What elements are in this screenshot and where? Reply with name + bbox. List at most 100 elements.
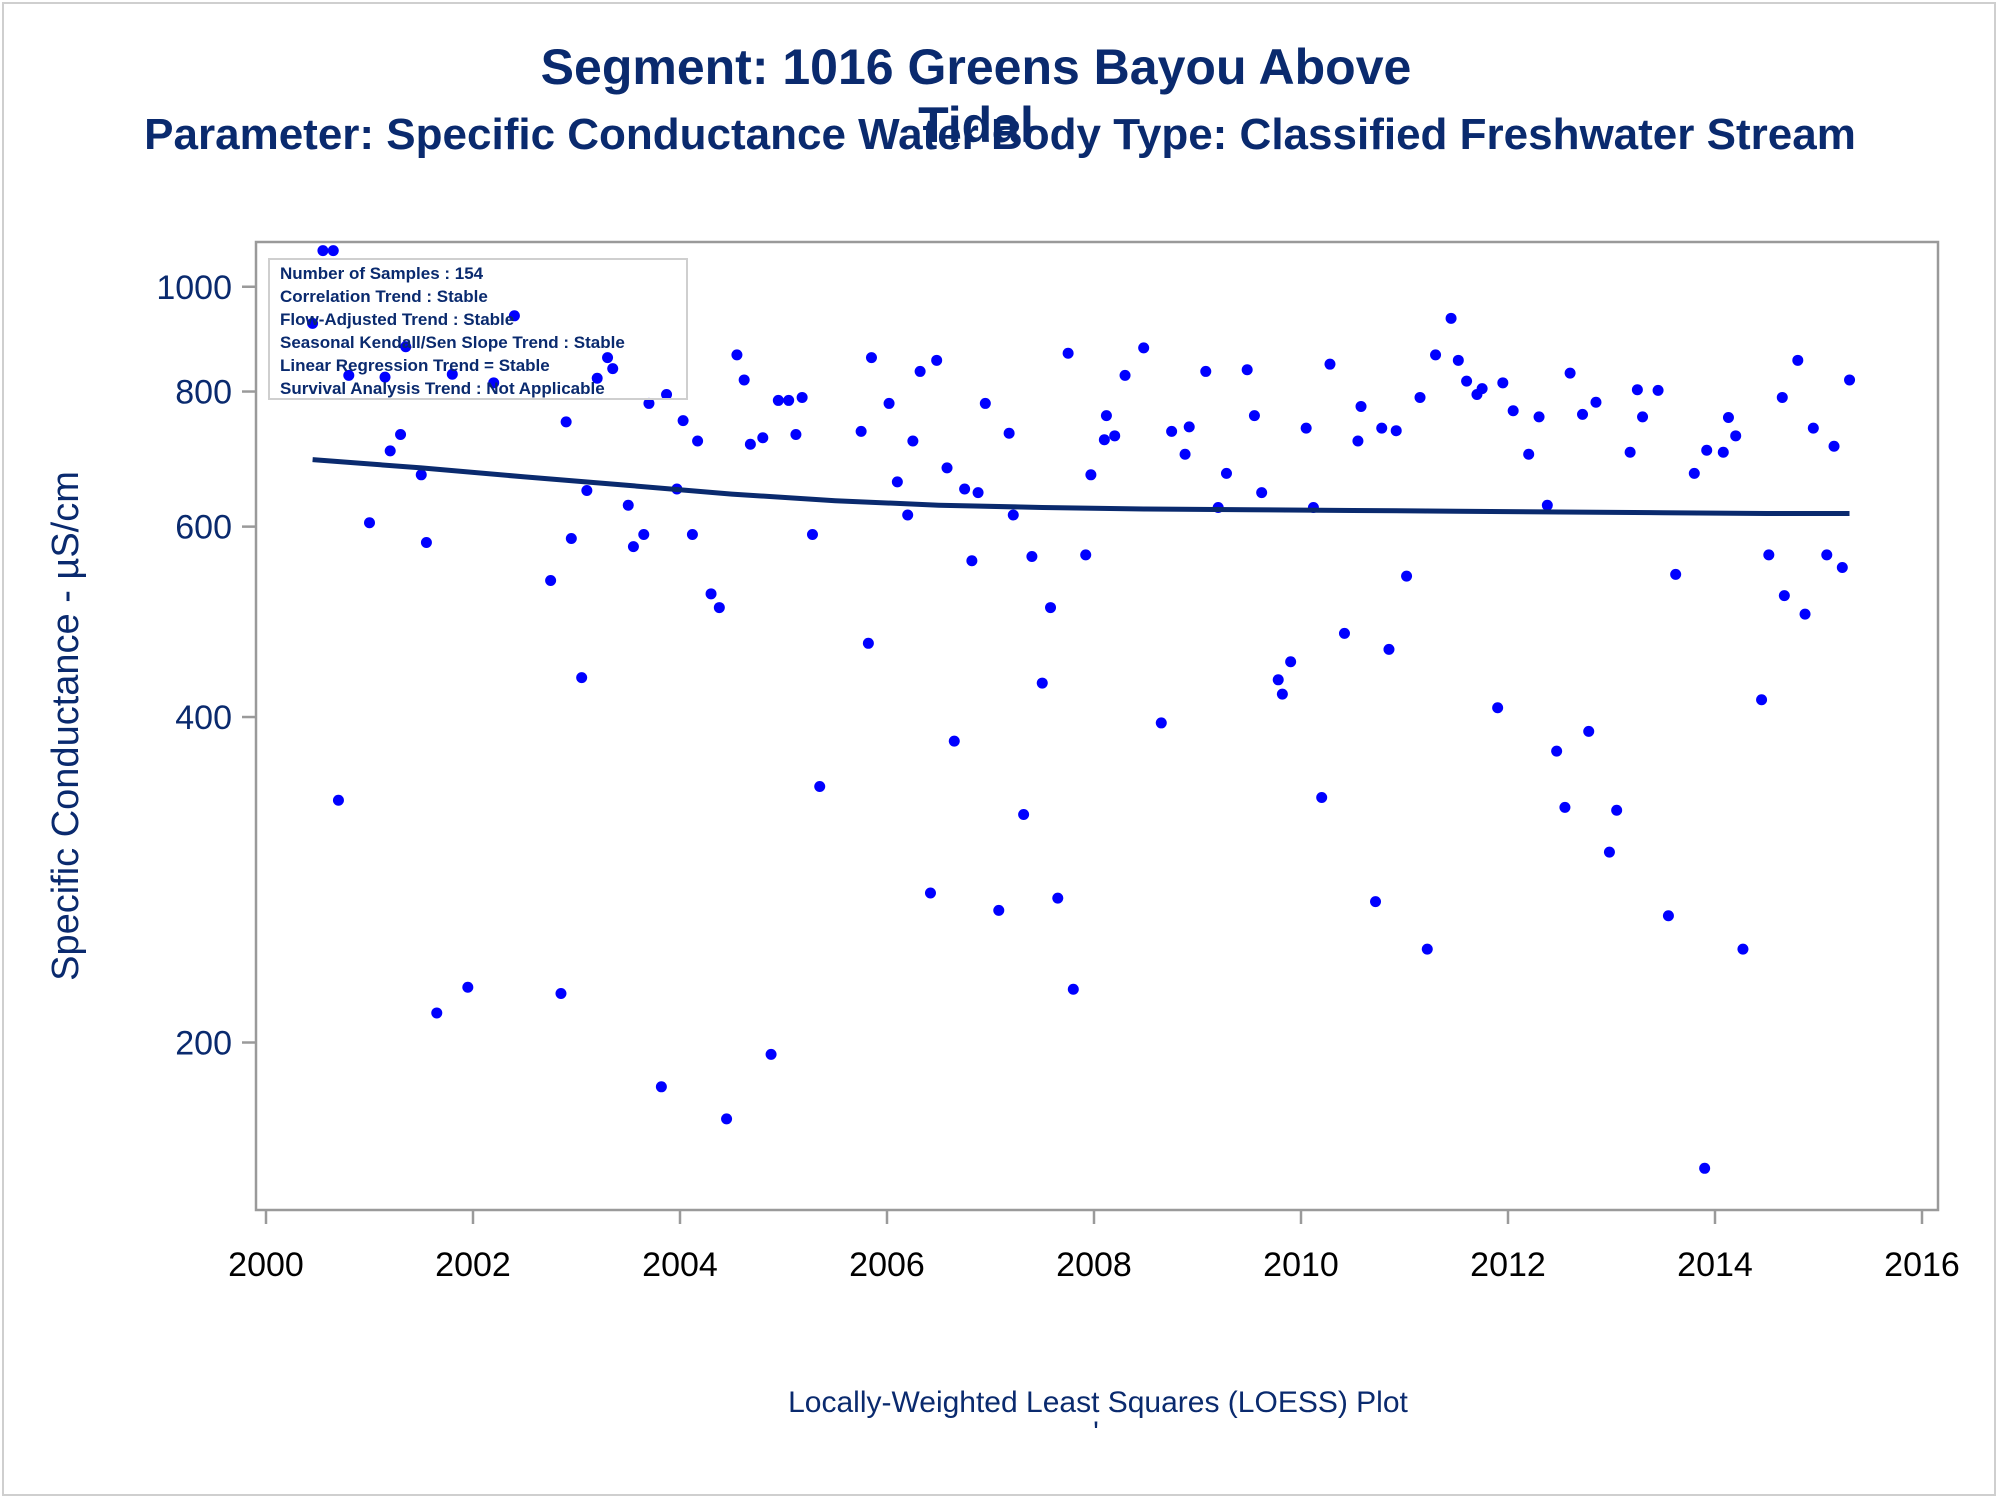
data-point: [1285, 656, 1297, 668]
data-point: [1370, 896, 1382, 908]
data-point: [1276, 688, 1288, 700]
data-point: [744, 438, 756, 450]
data-point: [560, 416, 572, 428]
data-point: [1085, 469, 1097, 481]
data-point: [400, 341, 412, 353]
data-point: [1052, 892, 1064, 904]
data-point: [1717, 446, 1729, 458]
data-point: [677, 415, 689, 427]
data-point: [931, 354, 943, 366]
data-point: [1778, 590, 1790, 602]
data-point: [705, 588, 717, 600]
x-tick-label: 2008: [1056, 1246, 1132, 1284]
data-point: [692, 435, 704, 447]
data-point: [902, 509, 914, 521]
data-point: [1062, 347, 1074, 359]
chart-subtitle: Parameter: Specific Conductance Water Bo…: [144, 110, 1856, 159]
data-point: [431, 1007, 443, 1019]
inset-line: Survival Analysis Trend : Not Applicable: [280, 379, 605, 398]
plot-area: [254, 240, 1940, 1212]
data-point: [1430, 349, 1442, 361]
y-tick-label: 400: [175, 699, 232, 737]
data-point: [1007, 509, 1019, 521]
data-point: [1497, 377, 1509, 389]
data-point: [979, 397, 991, 409]
data-point: [1067, 983, 1079, 995]
data-point: [959, 483, 971, 495]
data-point: [622, 499, 634, 511]
loess-trend-line: [312, 457, 1850, 516]
data-point: [1821, 549, 1833, 561]
x-tick-label: 2012: [1470, 1246, 1546, 1284]
data-point: [1631, 384, 1643, 396]
data-point: [1590, 396, 1602, 408]
data-point: [1445, 312, 1457, 324]
x-tick-label: 2014: [1677, 1246, 1753, 1284]
data-point: [686, 529, 698, 541]
data-point: [1300, 422, 1312, 434]
data-point: [1166, 425, 1178, 437]
stats-inset: Number of Samples : 154 Correlation Tren…: [268, 258, 688, 400]
data-point: [772, 394, 784, 406]
x-tick-label: 2016: [1884, 1246, 1960, 1284]
data-point: [941, 462, 953, 474]
data-point: [1637, 411, 1649, 423]
data-point: [1119, 369, 1131, 381]
data-point: [914, 365, 926, 377]
data-point: [1018, 809, 1030, 821]
data-point: [814, 780, 826, 792]
data-point: [1179, 448, 1191, 460]
data-point: [966, 555, 978, 567]
data-point: [948, 735, 960, 747]
data-point: [1098, 434, 1110, 446]
data-point: [855, 425, 867, 437]
data-point: [379, 371, 391, 383]
data-point: [1492, 702, 1504, 714]
x-tick-label: 2006: [849, 1246, 925, 1284]
data-points: [307, 245, 1856, 1174]
data-point: [1080, 549, 1092, 561]
data-point: [591, 372, 603, 384]
data-point: [1828, 440, 1840, 452]
data-point: [1045, 602, 1057, 614]
data-point: [1507, 405, 1519, 417]
data-point: [1461, 375, 1473, 387]
data-point: [1844, 374, 1856, 386]
data-point: [655, 1081, 667, 1093]
data-point: [721, 1113, 733, 1125]
data-point: [1699, 1162, 1711, 1174]
data-point: [1624, 446, 1636, 458]
data-point: [713, 602, 725, 614]
data-point: [1799, 608, 1811, 620]
data-point: [1541, 499, 1553, 511]
data-point: [415, 469, 427, 481]
data-point: [1737, 943, 1749, 955]
data-point: [731, 349, 743, 361]
data-point: [1109, 430, 1121, 442]
y-tick-label: 1000: [156, 269, 232, 307]
inset-box: [268, 258, 688, 400]
data-point: [1523, 448, 1535, 460]
data-point: [627, 541, 639, 553]
data-point: [581, 484, 593, 496]
data-point: [1836, 561, 1848, 573]
x-axis: 2000 2002 2004 2006 2008 2010 2012 2014 2016: [228, 1210, 1960, 1284]
data-point: [1248, 410, 1260, 422]
data-point: [446, 368, 458, 380]
data-point: [796, 391, 808, 403]
data-point: [1383, 643, 1395, 655]
data-point: [488, 377, 500, 389]
data-point: [862, 637, 874, 649]
data-point: [384, 445, 396, 457]
x-tick-label: 2002: [435, 1246, 511, 1284]
data-point: [907, 435, 919, 447]
data-point: [327, 245, 339, 257]
x-tick-label: 2004: [642, 1246, 718, 1284]
y-axis: 200 400 600 800 1000: [156, 269, 256, 1063]
data-point: [757, 432, 769, 444]
data-point: [1603, 846, 1615, 858]
data-point: [1452, 354, 1464, 366]
data-point: [1316, 792, 1328, 804]
data-point: [1701, 444, 1713, 456]
